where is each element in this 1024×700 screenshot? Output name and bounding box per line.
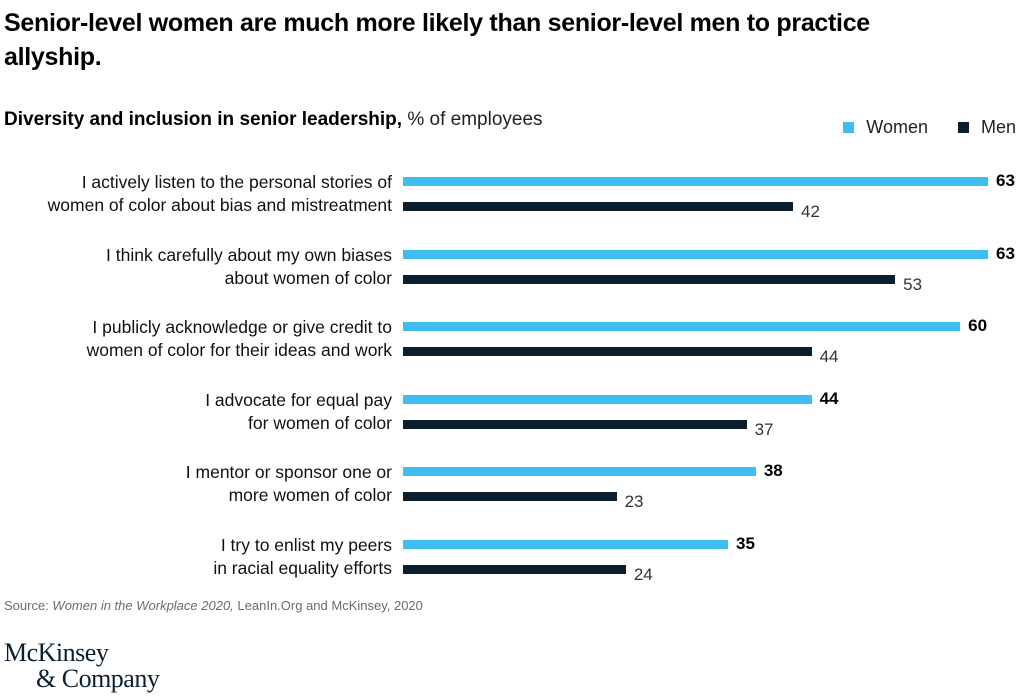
chart-subtitle: Diversity and inclusion in senior leader… (4, 108, 543, 132)
logo-line-1: McKinsey (4, 638, 109, 667)
category-label: I publicly acknowledge or give credit to… (87, 316, 392, 362)
bar-men (403, 347, 812, 356)
bar-men (403, 564, 626, 574)
mckinsey-logo: McKinsey & Company (4, 638, 160, 693)
subtitle-unit: % of employees (407, 109, 543, 130)
data-label-men: 23 (624, 492, 644, 511)
category-label-line: more women of color (228, 485, 392, 505)
category-label: I advocate for equal pay for women of col… (205, 389, 392, 435)
legend: Women Men (843, 117, 1016, 138)
category-label-line: I try to enlist my peers (220, 534, 392, 555)
category-label-line: women of color about bias and mistreatme… (47, 195, 392, 215)
data-label-women: 35 (736, 533, 755, 553)
subtitle-bold: Diversity and inclusion in senior leader… (4, 109, 403, 130)
data-label-women: 63 (996, 243, 1015, 263)
data-label-men: 37 (754, 419, 774, 439)
category-label-line: I publicly acknowledge or give credit to (92, 317, 392, 337)
logo-line-2: & Company (36, 664, 160, 693)
data-label-men: 44 (819, 347, 839, 366)
legend-label-men: Men (980, 117, 1016, 137)
data-label-women: 44 (819, 388, 839, 408)
category-label-line: I mentor or sponsor one or (185, 462, 392, 482)
legend-item-men: Men (957, 117, 1016, 138)
legend-swatch-men (957, 122, 969, 133)
bar-men (403, 419, 747, 429)
data-label-women: 60 (968, 316, 988, 335)
data-label-women: 38 (763, 461, 783, 480)
bar-men (403, 274, 896, 284)
category-label: I actively listen to the personal storie… (48, 171, 392, 217)
source-rest: LeanIn.Org and McKinsey, 2020 (233, 598, 423, 613)
category-label-line: I advocate for equal pay (205, 389, 392, 410)
category-label: I think carefully about my own biases abo… (106, 244, 392, 290)
category-label: I try to enlist my peers in racial equali… (213, 534, 392, 580)
legend-item-women: Women (843, 117, 928, 138)
category-label-line: I think carefully about my own biases (106, 244, 392, 265)
bar-women (403, 394, 812, 404)
category-label-line: about women of color (224, 267, 392, 288)
bar-men (403, 492, 617, 501)
chart-title: Senior-level women are much more likely … (4, 9, 870, 71)
bar-women (403, 539, 728, 549)
bar-men (403, 202, 793, 211)
data-label-women: 63 (996, 171, 1015, 190)
category-label-line: women of color for their ideas and work (86, 340, 392, 360)
category-label: I mentor or sponsor one or more women of … (186, 461, 392, 507)
bar-women (403, 249, 988, 259)
data-label-men: 24 (633, 564, 653, 584)
category-label-line: in racial equality efforts (213, 557, 392, 578)
category-label-line: I actively listen to the personal storie… (81, 172, 392, 192)
category-label-line: for women of color (248, 412, 392, 433)
legend-swatch-women (843, 122, 855, 133)
bar-women (403, 467, 756, 476)
bar-women (403, 322, 961, 331)
bar-women (403, 177, 988, 186)
legend-label-women: Women (866, 117, 928, 137)
data-label-men: 42 (801, 202, 820, 221)
source-title: Women in the Workplace 2020, (52, 598, 234, 613)
source-note: Source: Women in the Workplace 2020, Lea… (4, 598, 423, 613)
source-prefix: Source: (4, 598, 53, 613)
data-label-men: 53 (903, 274, 923, 294)
